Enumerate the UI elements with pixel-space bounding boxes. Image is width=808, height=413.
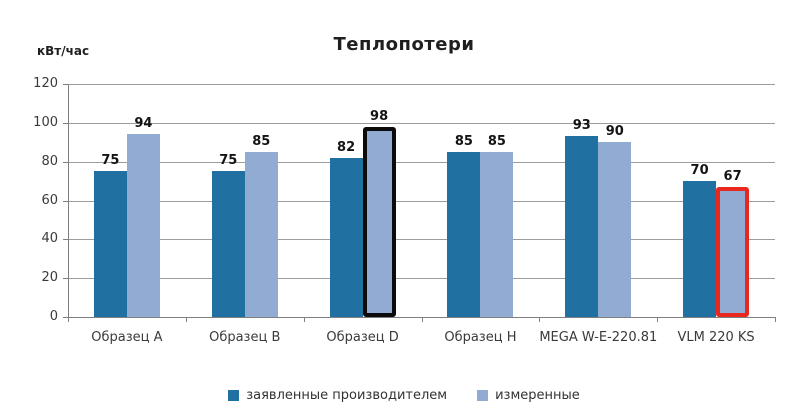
y-axis-line [68,84,69,317]
y-tick-label: 0 [49,309,58,324]
y-axis-tick [63,317,68,318]
y-axis-tick [63,200,68,202]
y-tick-label: 120 [33,76,58,91]
gridline [68,84,775,85]
y-axis-unit-label: кВт/час [37,44,90,58]
x-axis-tick [304,317,305,322]
category-label: Образец A [91,330,163,345]
value-label: 94 [134,116,153,132]
bar-measured [480,151,514,317]
category-label: Образец H [444,330,517,345]
x-axis-tick [539,317,540,322]
bar-measured [244,151,278,317]
y-axis-tick [63,161,68,163]
value-label: 98 [370,108,389,124]
bar-measured [716,186,750,317]
category-label: Образец D [326,330,399,345]
y-tick-label: 60 [41,192,58,208]
value-label: 85 [487,133,506,149]
y-tick-label: 80 [41,153,58,169]
y-tick-label: 40 [41,231,58,247]
legend-item-measured: измеренные [477,388,580,403]
value-label: 70 [690,163,709,179]
gridline [68,161,775,163]
legend: заявленные производителем измеренные [0,388,808,403]
bar-measured [126,134,160,317]
gridline [68,122,775,124]
x-axis-tick [657,317,658,322]
gridline [68,200,775,202]
bar-declared [447,151,481,317]
x-axis-tick [775,317,776,322]
y-axis-tick [63,278,68,280]
y-tick-label: 100 [33,114,58,130]
value-label: 93 [572,118,591,134]
y-axis-tick [63,84,68,85]
legend-swatch [477,390,489,401]
y-axis-tick [63,239,68,241]
category-label: VLM 220 KS [677,330,755,345]
y-tick-label: 20 [41,270,58,286]
value-label: 90 [605,124,624,140]
value-label: 85 [454,133,473,149]
category-label: Образец B [209,330,281,345]
bar-declared [565,136,599,317]
value-label: 75 [101,153,120,169]
x-axis-tick [422,317,423,322]
gridline [68,239,775,241]
legend-item-declared: заявленные производителем [228,388,447,403]
value-label: 82 [337,139,356,155]
bar-declared [211,171,245,317]
bar-declared [93,171,127,317]
legend-swatch [228,390,240,401]
x-axis-tick [186,317,187,322]
category-label: MEGA W-E-220.81 [539,330,658,345]
bar-measured [362,126,396,317]
bar-measured [598,142,632,317]
value-label: 67 [723,168,742,184]
chart-title: Теплопотери [333,34,475,55]
plot-area: 75 94 75 85 82 98 85 85 93 90 70 67 [68,84,775,317]
value-label: 85 [252,133,271,149]
legend-label: заявленные производителем [246,388,448,403]
bar-declared [683,181,717,317]
legend-label: измеренные [495,388,580,403]
bar-declared [329,157,363,317]
x-axis-tick [68,317,69,322]
gridline [68,278,775,280]
y-axis-tick [63,122,68,124]
value-label: 75 [219,153,238,169]
